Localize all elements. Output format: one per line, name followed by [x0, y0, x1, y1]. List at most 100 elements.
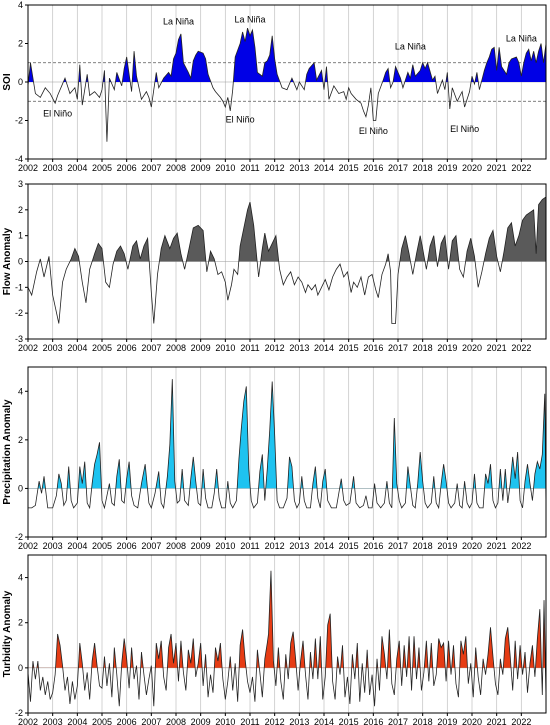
positive-anomaly-area [28, 28, 546, 82]
x-tick-label: 2002 [18, 717, 38, 725]
y-tick-label: 0 [18, 257, 23, 267]
series-line [27, 570, 547, 707]
y-axis-label: Precipitation Anomaly [2, 399, 13, 505]
x-tick-label: 2007 [141, 541, 161, 551]
y-tick-label: -4 [15, 154, 23, 164]
x-tick-label: 2021 [487, 541, 507, 551]
x-tick-label: 2005 [92, 163, 112, 173]
y-tick-label: -2 [15, 116, 23, 126]
x-tick-label: 2012 [265, 541, 285, 551]
x-tick-label: 2009 [191, 163, 211, 173]
y-tick-label: 0 [18, 483, 23, 493]
x-tick-label: 2015 [339, 717, 359, 725]
x-tick-label: 2004 [67, 163, 87, 173]
x-tick-label: 2010 [215, 717, 235, 725]
x-tick-label: 2006 [117, 343, 137, 353]
x-tick-label: 2011 [240, 343, 259, 353]
y-tick-label: 2 [18, 618, 23, 628]
x-tick-label: 2007 [141, 163, 161, 173]
x-tick-label: 2012 [265, 343, 285, 353]
x-tick-label: 2003 [43, 717, 63, 725]
x-tick-label: 2005 [92, 343, 112, 353]
x-tick-label: 2022 [511, 717, 531, 725]
positive-anomaly-area [28, 196, 546, 262]
x-tick-label: 2017 [388, 163, 408, 173]
annotation-label: El Niño [43, 109, 72, 119]
plot-frame [27, 366, 547, 538]
annotation-label: El Niño [226, 114, 255, 124]
series-line [28, 379, 547, 510]
x-tick-label: 2018 [413, 163, 433, 173]
annotation-label: La Niña [163, 16, 194, 26]
y-tick-label: -2 [15, 308, 23, 318]
x-tick-label: 2011 [240, 541, 259, 551]
y-tick-label: 1 [18, 231, 23, 241]
x-tick-label: 2012 [265, 163, 285, 173]
y-tick-label: -2 [15, 532, 23, 542]
y-tick-label: 4 [18, 0, 23, 10]
x-tick-label: 2004 [67, 717, 87, 725]
series-line [27, 27, 547, 142]
x-tick-label: 2015 [339, 541, 359, 551]
x-tick-label: 2013 [289, 343, 309, 353]
x-tick-label: 2015 [339, 163, 359, 173]
x-tick-label: 2006 [117, 541, 137, 551]
x-tick-label: 2015 [339, 343, 359, 353]
x-tick-label: 2010 [215, 163, 235, 173]
x-tick-label: 2019 [437, 541, 457, 551]
annotation-label: La Niña [234, 14, 265, 24]
annotation-label: El Niño [359, 126, 388, 136]
x-tick-label: 2002 [18, 343, 38, 353]
panel-4: -2 0 2 4 2002 2003 2004 2005 2006 2007 2008 2009 201… [2, 554, 547, 725]
x-tick-label: 2016 [363, 343, 383, 353]
annotation-label: La Niña [506, 34, 537, 44]
x-tick-label: 2014 [314, 163, 334, 173]
panel-2: -3 -2 -1 0 1 2 3 2002 2003 2004 2005 2006 2007 2008 20… [2, 179, 547, 353]
x-tick-label: 2009 [191, 541, 211, 551]
x-tick-label: 2003 [43, 541, 63, 551]
x-tick-label: 2007 [141, 717, 161, 725]
y-tick-label: 0 [18, 663, 23, 673]
x-tick-label: 2014 [314, 717, 334, 725]
x-tick-label: 2008 [166, 163, 186, 173]
y-tick-label: -2 [15, 708, 23, 718]
y-tick-label: 2 [18, 205, 23, 215]
x-tick-label: 2020 [462, 343, 482, 353]
x-tick-label: 2008 [166, 343, 186, 353]
plot-frame [27, 554, 547, 714]
x-tick-label: 2017 [388, 717, 408, 725]
x-tick-label: 2011 [240, 163, 259, 173]
x-tick-label: 2016 [363, 541, 383, 551]
x-tick-label: 2003 [43, 163, 63, 173]
x-tick-label: 2017 [388, 541, 408, 551]
y-tick-label: 4 [18, 386, 23, 396]
series-line [27, 196, 547, 324]
x-tick-label: 2013 [289, 541, 309, 551]
y-tick-label: 2 [18, 39, 23, 49]
x-tick-label: 2008 [166, 541, 186, 551]
x-tick-label: 2008 [166, 717, 186, 725]
y-axis-label: Flow Anomaly [2, 227, 13, 295]
x-tick-label: 2018 [413, 541, 433, 551]
x-tick-label: 2010 [215, 343, 235, 353]
x-tick-label: 2005 [92, 717, 112, 725]
x-tick-label: 2022 [511, 163, 531, 173]
x-tick-label: 2020 [462, 717, 482, 725]
annotation-label: El Niño [450, 124, 479, 134]
x-tick-label: 2003 [43, 343, 63, 353]
x-tick-label: 2019 [437, 343, 457, 353]
y-tick-label: 3 [18, 179, 23, 189]
y-tick-label: 4 [18, 573, 23, 583]
x-tick-label: 2009 [191, 717, 211, 725]
x-tick-label: 2021 [487, 163, 507, 173]
x-tick-label: 2021 [487, 343, 507, 353]
x-tick-label: 2007 [141, 343, 161, 353]
x-tick-label: 2009 [191, 343, 211, 353]
x-tick-label: 2018 [413, 717, 433, 725]
x-tick-label: 2019 [437, 163, 457, 173]
x-tick-label: 2006 [117, 163, 137, 173]
y-tick-label: 2 [18, 435, 23, 445]
x-tick-label: 2013 [289, 163, 309, 173]
x-tick-label: 2014 [314, 541, 334, 551]
